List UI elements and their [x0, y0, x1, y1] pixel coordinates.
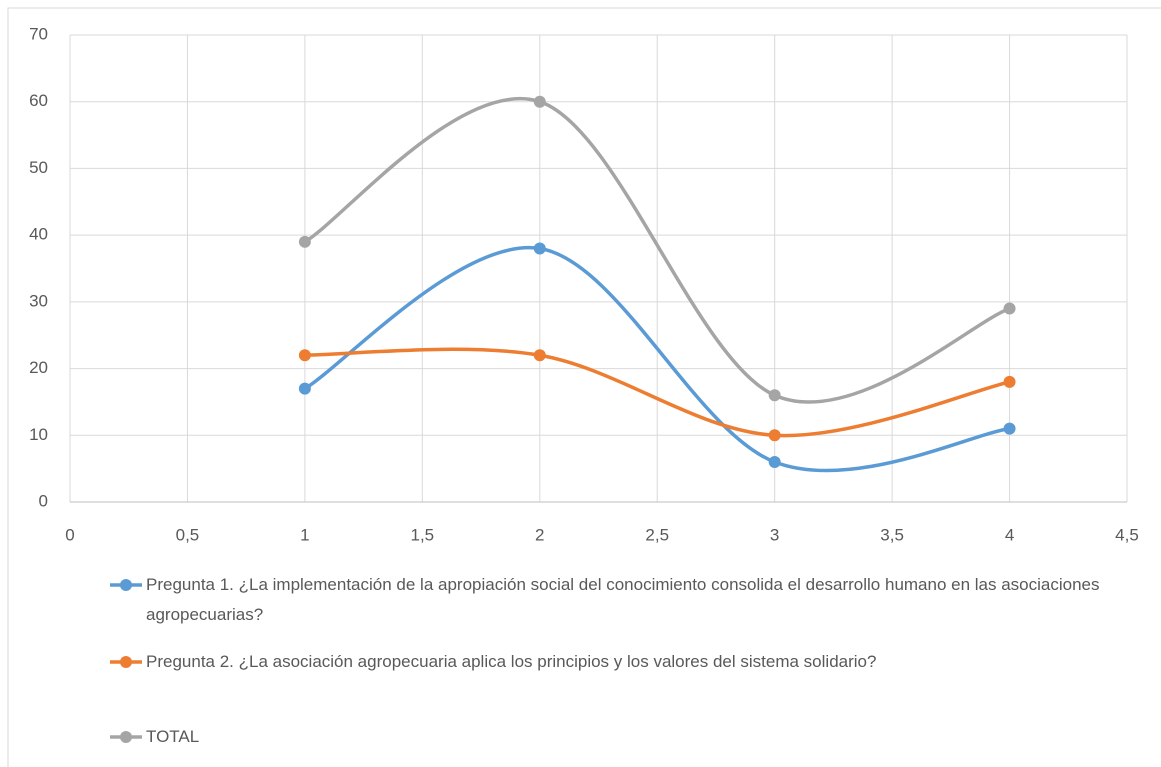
y-tick-label: 70	[29, 24, 48, 43]
y-tick-label: 60	[29, 91, 48, 110]
x-tick-label: 0,5	[176, 525, 200, 544]
x-tick-label: 3,5	[880, 525, 904, 544]
legend-swatch	[110, 579, 142, 591]
data-point	[533, 349, 546, 362]
data-point	[533, 95, 546, 108]
y-tick-label: 20	[29, 358, 48, 377]
x-tick-label: 2,5	[645, 525, 669, 544]
data-point	[768, 455, 781, 468]
y-tick-label: 40	[29, 225, 48, 244]
y-tick-label: 50	[29, 158, 48, 177]
legend-item: Pregunta 2. ¿La asociación agropecuaria …	[108, 647, 1111, 677]
data-point	[768, 389, 781, 402]
x-tick-label: 0	[65, 525, 74, 544]
data-point	[1003, 422, 1016, 435]
data-point	[768, 429, 781, 442]
legend-marker	[120, 731, 132, 743]
x-tick-label: 4	[1005, 525, 1014, 544]
legend-item: TOTAL	[108, 722, 1111, 752]
data-point	[533, 242, 546, 255]
chart-border	[7, 7, 1161, 767]
series-line	[303, 97, 1011, 404]
legend-label: Pregunta 1. ¿La implementación de la apr…	[146, 575, 1100, 624]
legend-marker	[120, 579, 132, 591]
series-line	[303, 245, 1010, 473]
y-tick-label: 0	[39, 491, 48, 510]
y-tick-label: 30	[29, 291, 48, 310]
data-point	[298, 349, 311, 362]
x-tick-label: 1,5	[411, 525, 435, 544]
legend-swatch	[110, 731, 142, 743]
data-point	[298, 382, 311, 395]
x-tick-label: 1	[300, 525, 309, 544]
legend-label: TOTAL	[146, 727, 200, 746]
y-tick-label: 10	[29, 425, 48, 444]
legend-label: Pregunta 2. ¿La asociación agropecuaria …	[146, 652, 877, 671]
x-tick-label: 2	[535, 525, 544, 544]
legend-marker	[120, 656, 132, 668]
legend-swatch	[110, 656, 142, 668]
legend-item: Pregunta 1. ¿La implementación de la apr…	[108, 570, 1111, 630]
data-point	[298, 235, 311, 248]
x-tick-label: 3	[770, 525, 779, 544]
data-point	[1003, 375, 1016, 388]
x-tick-label: 4,5	[1115, 525, 1139, 544]
data-point	[1003, 302, 1016, 315]
series-line	[304, 347, 1010, 438]
